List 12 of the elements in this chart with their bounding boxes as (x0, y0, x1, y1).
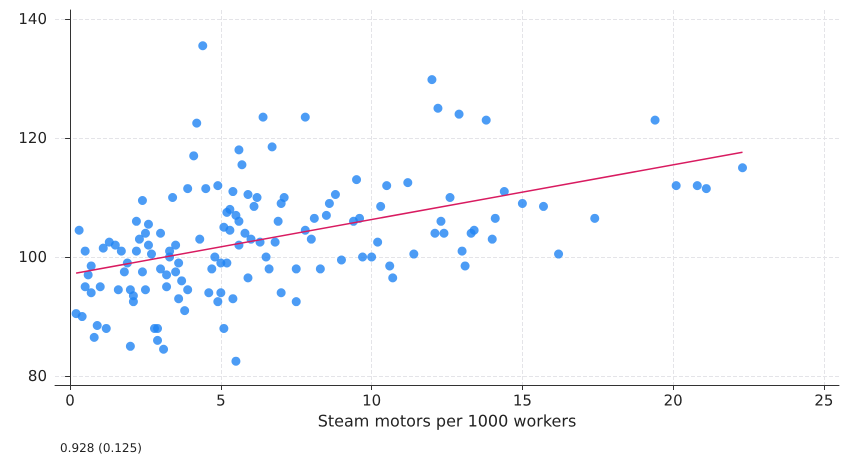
text: 0.928 (0.125) (60, 441, 142, 455)
y-tick-label: 140 (18, 10, 47, 28)
x-tick-label: 15 (512, 392, 532, 410)
x-tick-label: 25 (814, 392, 834, 410)
x-tick-label: 0 (65, 392, 75, 410)
x-tick-label: 20 (664, 392, 683, 410)
x-axis-title: Steam motors per 1000 workers (318, 412, 576, 430)
y-tick-label: 80 (28, 367, 47, 386)
x-tick-label: 5 (216, 392, 226, 410)
y-tick-label: 100 (18, 248, 47, 266)
x-tick-label: 10 (362, 392, 382, 410)
y-tick-label: 120 (18, 128, 47, 147)
